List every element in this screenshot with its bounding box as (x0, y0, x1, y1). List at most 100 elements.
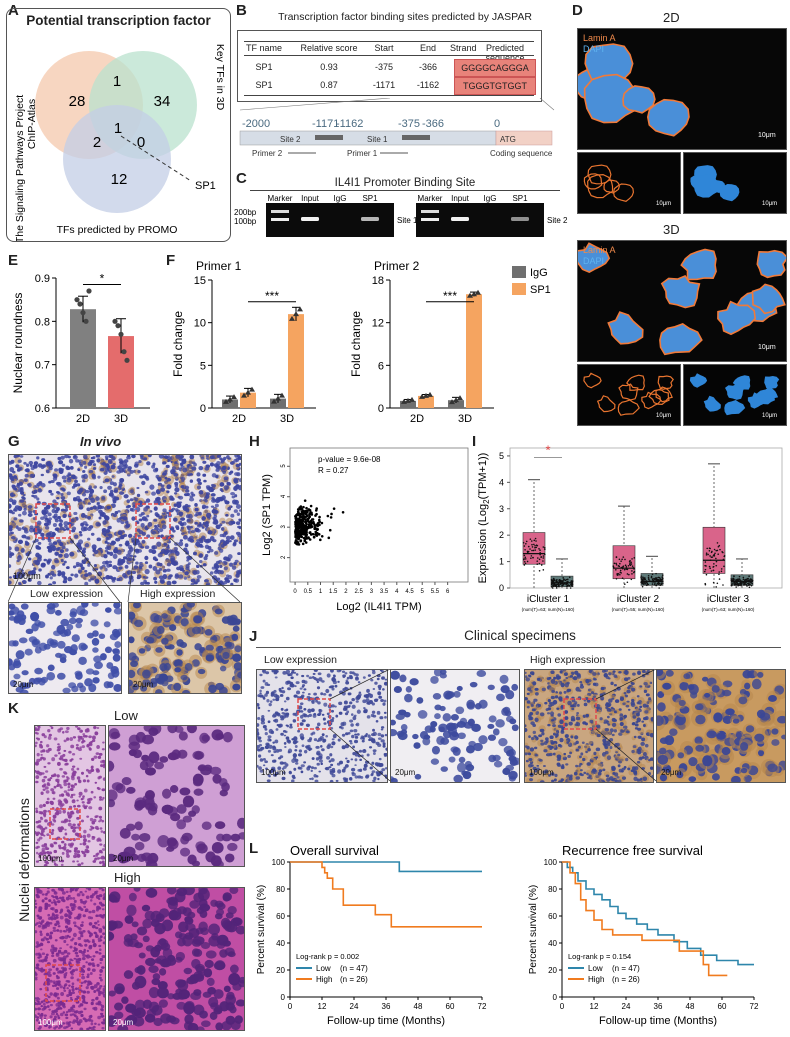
cell-nucleus (29, 527, 34, 533)
jitter-point (530, 557, 532, 559)
cell-nucleus (170, 557, 175, 562)
cell-nucleus (257, 764, 259, 768)
cell-nucleus (76, 682, 84, 689)
cell-nucleus (355, 673, 359, 677)
cell-nucleus (196, 524, 202, 528)
jitter-point (559, 580, 562, 582)
cell-nucleus (332, 674, 336, 677)
scatter-point (294, 529, 297, 532)
panel-g-label: G (8, 433, 20, 450)
x-tick-label: 0.5 (304, 589, 313, 595)
cell-nucleus (85, 668, 95, 675)
cell-nucleus (171, 580, 177, 585)
y-tick-label: 5 (499, 451, 504, 461)
y-tick-label: 4 (499, 477, 504, 487)
cell-nucleus (569, 674, 574, 678)
cell-nucleus (508, 776, 516, 782)
jitter-point (655, 580, 658, 582)
cell-nucleus (320, 762, 323, 765)
jitter-point (626, 581, 629, 584)
cell-nucleus (382, 742, 386, 746)
cell-nucleus (336, 670, 341, 673)
group-label: iCluster 1 (527, 594, 570, 605)
cell-nucleus (280, 707, 284, 711)
cell-nucleus (326, 712, 330, 716)
cell-nucleus (381, 676, 385, 680)
cell-nucleus (129, 679, 134, 687)
cell-nucleus (197, 668, 206, 675)
cell-nucleus (209, 462, 214, 467)
cell-nucleus (430, 758, 440, 765)
cell-nucleus (589, 719, 594, 723)
jitter-point (534, 537, 537, 540)
cell-nucleus (22, 493, 26, 497)
dapi-label-2d: DAPI (583, 44, 605, 54)
cell-nucleus (281, 712, 285, 715)
x-tick-label: 3D (458, 413, 472, 425)
cell-nucleus (355, 696, 360, 701)
cell-nucleus (369, 693, 374, 699)
nucleus-lamin (617, 399, 640, 416)
jitter-point (525, 540, 528, 543)
y-tick-label: 10 (194, 318, 206, 330)
cell-nucleus (103, 489, 108, 494)
cell-nucleus (525, 752, 528, 756)
cell-nucleus (18, 466, 23, 471)
scatter-point (299, 534, 302, 538)
cell-nucleus (551, 719, 555, 722)
cell-nucleus (129, 507, 134, 512)
jaspar-table-box: TF name Relative score Start End Strand Predi… (237, 30, 542, 102)
jitter-point (622, 556, 625, 558)
nucleus (751, 283, 786, 315)
x-tick-label: 3D (114, 413, 128, 425)
cell-nucleus (91, 637, 100, 646)
jitter-point (653, 577, 655, 580)
jitter-point (563, 578, 565, 581)
cell-nucleus (18, 582, 22, 585)
cell-nucleus (537, 703, 542, 708)
map-tick-label: -1162 (336, 118, 363, 130)
jitter-point (651, 583, 654, 585)
cell-nucleus (226, 557, 231, 562)
cell-nucleus (284, 745, 287, 748)
cell-nucleus (155, 647, 163, 653)
cell-nucleus (452, 747, 461, 756)
cell-nucleus (112, 513, 117, 518)
cell-nucleus (178, 574, 184, 579)
cell-nucleus (123, 494, 129, 499)
lane-label: Marker (268, 194, 293, 203)
jitter-point (731, 583, 734, 585)
cell-nucleus (75, 671, 83, 680)
cell-nucleus (382, 702, 386, 706)
cell-nucleus (626, 689, 631, 694)
cell-nucleus (621, 776, 627, 780)
cell-nucleus (55, 652, 63, 658)
cell-nucleus (61, 463, 66, 467)
cell-nucleus (64, 455, 70, 459)
cell-nucleus (297, 753, 302, 757)
cell-nucleus (301, 744, 305, 748)
cell-nucleus (545, 739, 549, 744)
cell-nucleus (97, 475, 101, 479)
cell-nucleus (320, 744, 323, 748)
cell-nucleus (89, 506, 94, 511)
cell-nucleus (257, 706, 261, 710)
cell-nucleus (192, 570, 198, 575)
y-axis-label: Expression (Log2(TPM+1)) (477, 453, 491, 584)
cell-nucleus (381, 768, 386, 772)
cell-nucleus (604, 750, 609, 755)
cell-nucleus (274, 676, 278, 679)
cell-nucleus (640, 741, 645, 746)
cell-nucleus (312, 672, 316, 675)
cell-nucleus (27, 557, 32, 561)
cell-nucleus (194, 643, 202, 651)
cell-nucleus (138, 460, 142, 464)
cell-nucleus (20, 603, 29, 610)
cell-nucleus (108, 492, 114, 497)
bar (448, 400, 464, 408)
cell-nucleus (92, 547, 97, 551)
cell-nucleus (260, 746, 265, 750)
gel-band (301, 217, 319, 221)
cell-nucleus (223, 566, 228, 571)
jitter-point (712, 566, 714, 568)
